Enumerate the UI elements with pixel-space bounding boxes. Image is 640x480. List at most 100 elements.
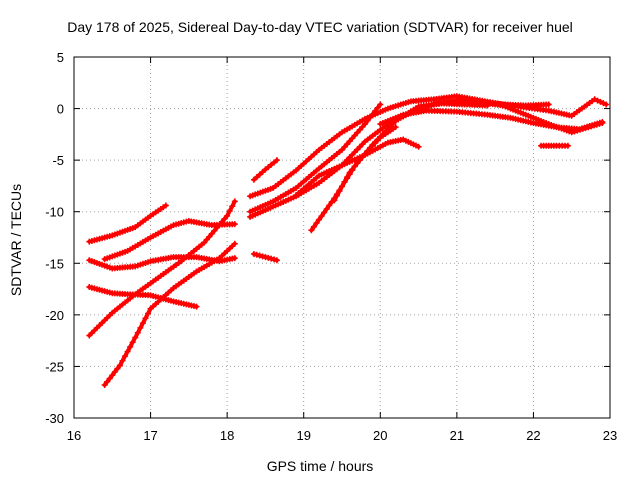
data-point [359,154,366,161]
series-band [102,241,237,387]
series-band [87,199,237,338]
x-tick-label: 20 [373,428,387,443]
data-point [106,375,113,382]
y-tick-label: 0 [57,102,64,117]
data-point [415,143,422,150]
y-tick-label: -10 [45,205,64,220]
series-band [248,99,605,219]
y-tick-label: -20 [45,308,64,323]
data-point [361,150,368,157]
chart-title: Day 178 of 2025, Sidereal Day-to-day VTE… [67,19,573,35]
data-point [231,221,238,228]
data-point [316,216,323,223]
data-point [231,255,238,262]
data-point [349,166,356,173]
data-point [344,174,351,181]
data-point [346,169,353,176]
data-point [259,253,266,260]
data-point [603,101,610,108]
data-point [162,202,169,209]
data-point [321,209,328,216]
series-band [248,94,551,199]
data-point [229,203,236,210]
series-track-6 [101,240,238,388]
series-track-16 [430,96,610,119]
x-tick-label: 23 [603,428,617,443]
series-track-10 [247,101,384,215]
data-point [129,339,136,346]
data-point [564,142,571,149]
data-point [193,303,200,310]
series-track-17 [538,142,571,149]
x-axis-label: GPS time / hours [266,458,374,474]
data-point [331,197,338,204]
data-points [86,93,610,388]
data-point [372,107,379,114]
x-tick-label: 16 [67,428,81,443]
data-point [101,381,108,388]
data-point [361,121,368,128]
data-point [333,192,340,199]
data-point [392,124,399,131]
y-axis-label: SDTVAR / TECUs [8,183,24,297]
plot-frame [73,56,611,419]
data-point [356,157,363,164]
series-track-1 [86,202,169,245]
data-point [599,118,606,125]
axis-ticks: 16 17 18 19 20 21 22 23 5 0 -5 -10 -15 -20 -25 -30 [45,50,617,443]
x-tick-label: 21 [450,428,464,443]
data-point [253,251,260,258]
x-tick-label: 17 [143,428,157,443]
data-point [124,348,131,355]
x-tick-label: 18 [220,428,234,443]
data-point [339,183,345,190]
data-point [367,114,374,121]
series-track-5 [86,198,238,339]
data-point [262,254,269,261]
data-point [134,329,141,336]
y-tick-label: 5 [57,50,64,65]
data-point [545,101,552,108]
data-point [273,257,280,264]
data-point [377,101,384,108]
data-point [142,315,149,322]
data-point [364,117,371,124]
data-point [114,365,121,372]
data-point [226,208,233,215]
data-point [374,104,381,111]
data-point [122,353,129,360]
series-track-11 [247,98,606,220]
data-point [127,343,134,350]
data-point [111,368,118,375]
y-tick-label: -25 [45,359,64,374]
series-track-15 [377,107,606,133]
data-point [354,160,361,167]
data-point [137,324,144,331]
data-point [116,362,123,369]
data-point [109,372,116,379]
data-point [367,144,374,151]
series-track-7 [250,251,280,264]
data-point [313,220,320,227]
data-point [369,111,376,118]
data-point [231,198,238,205]
data-point [341,178,348,185]
data-point [318,213,325,220]
data-point [256,252,263,259]
data-point [326,202,333,209]
x-tick-label: 22 [526,428,540,443]
y-tick-label: -30 [45,411,64,426]
data-point [268,255,275,262]
data-point [224,212,231,219]
series-track-8 [250,157,280,183]
y-tick-label: -5 [52,153,64,168]
data-point [104,378,111,385]
data-point [336,188,343,195]
data-point [310,223,317,230]
data-point [139,320,146,327]
data-point [323,205,330,212]
x-tick-label: 19 [296,428,310,443]
data-point [271,256,278,263]
data-point [231,240,238,247]
